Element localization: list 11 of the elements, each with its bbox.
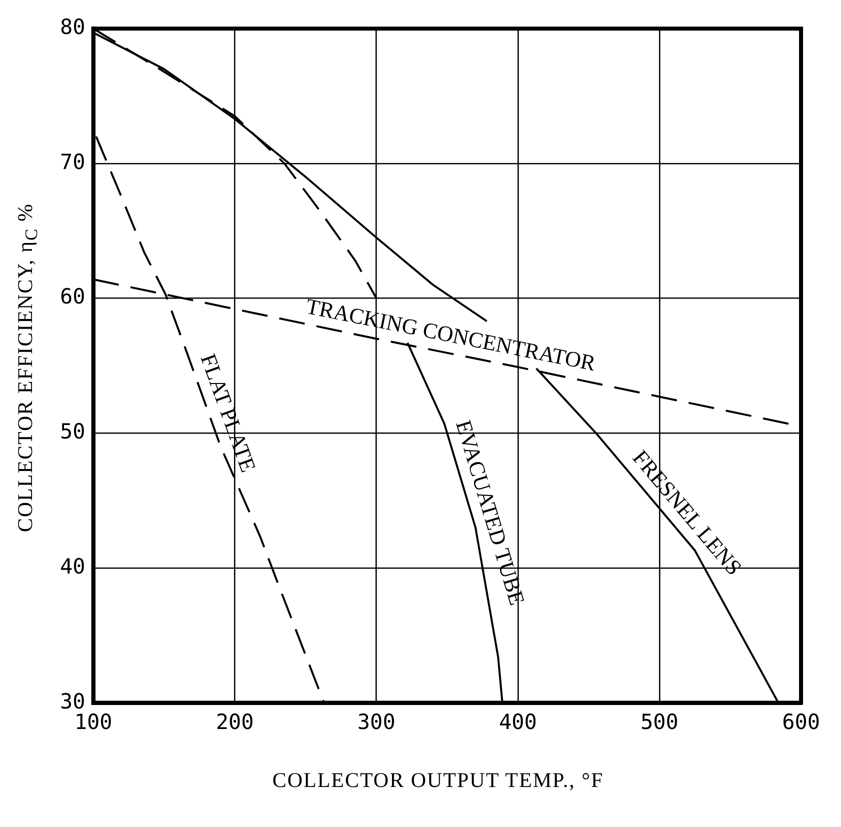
y-tick-label: 40: [60, 554, 86, 578]
x-tick-label: 600: [782, 710, 820, 734]
y-tick-label: 80: [60, 15, 86, 40]
x-tick-label: 300: [357, 710, 396, 734]
x-axis-title: COLLECTOR OUTPUT TEMP., °F: [271, 768, 605, 793]
y-tick-label: 60: [60, 284, 86, 309]
x-tick-label: 500: [640, 710, 678, 734]
y-tick-label: 50: [60, 420, 86, 444]
x-tick-label: 400: [498, 710, 537, 734]
y-tick-label: 70: [60, 150, 86, 174]
x-tick-label: 200: [216, 710, 254, 734]
